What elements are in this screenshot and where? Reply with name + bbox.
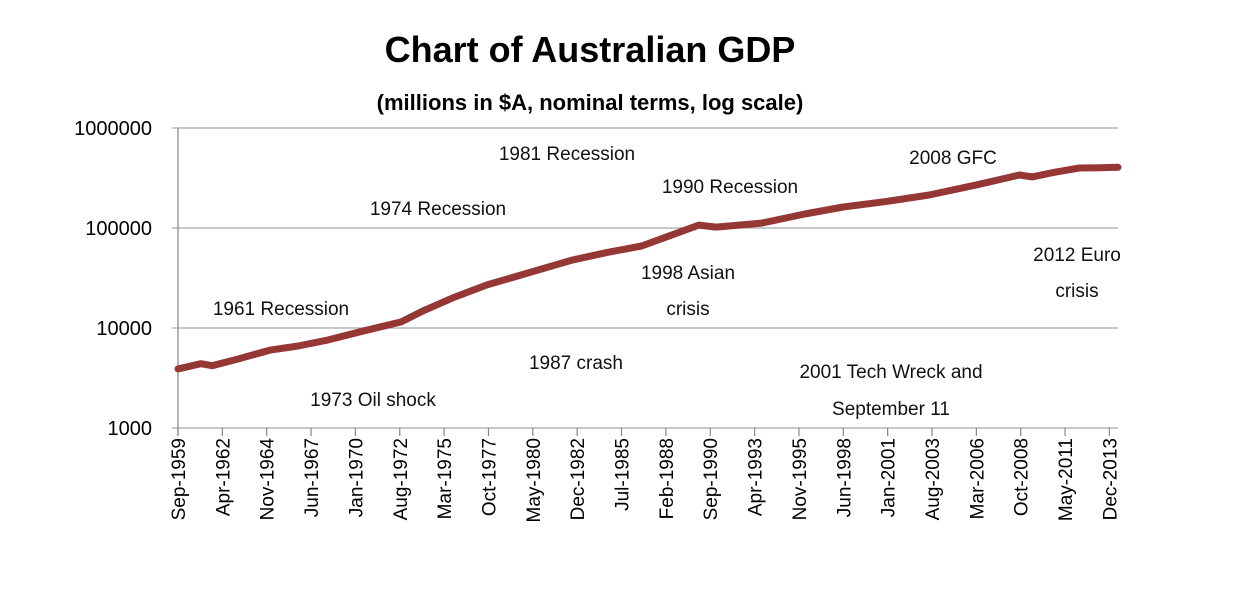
annotation-2008-gfc: 2008 GFC <box>909 148 997 169</box>
x-tick-label: Dec-1982 <box>568 438 589 520</box>
x-tick-label: Jun-1998 <box>834 438 855 517</box>
annotation-2001-tech-wreck: 2001 Tech Wreck and September 11 <box>799 362 982 420</box>
annotation-1987-crash: 1987 crash <box>529 353 623 374</box>
chart-title: Chart of Australian GDP <box>385 29 796 70</box>
x-tick-label: Jul-1985 <box>613 438 634 511</box>
x-axis-ticks: Sep-1959 Apr-1962 Nov-1964 Jun-1967 Jan-1970… <box>169 428 1121 523</box>
annotation-1974-recession: 1974 Recession <box>370 199 506 220</box>
x-tick-label: Apr-1962 <box>213 438 234 516</box>
x-tick-label: Aug-2003 <box>923 438 944 520</box>
annotation-1998-asian-crisis: 1998 Asian crisis <box>641 263 735 320</box>
annotations: 1981 Recession 1974 Recession 2008 GFC 1… <box>213 144 1121 420</box>
x-tick-label: Feb-1988 <box>657 438 678 519</box>
x-tick-label: May-2011 <box>1056 438 1077 521</box>
y-tick-label: 10000 <box>96 318 152 340</box>
x-tick-label: Mar-1975 <box>435 438 456 519</box>
annotation-2012-euro-crisis: 2012 Euro crisis <box>1033 245 1121 302</box>
x-tick-label: Oct-1977 <box>479 438 500 516</box>
x-tick-label: Jan-2001 <box>879 438 900 517</box>
y-tick-label: 100000 <box>85 218 152 240</box>
x-tick-label: Nov-1995 <box>790 438 811 520</box>
gdp-series-line <box>174 163 1122 373</box>
x-tick-label: Sep-1990 <box>701 438 722 520</box>
annotation-1990-recession: 1990 Recession <box>662 177 798 198</box>
x-tick-label: Oct-2008 <box>1012 438 1033 516</box>
chart-subtitle: (millions in $A, nominal terms, log scal… <box>377 90 804 115</box>
y-axis-ticks: 1000000 100000 10000 1000 <box>74 118 152 440</box>
y-tick-label: 1000000 <box>74 118 152 140</box>
x-tick-label: Nov-1964 <box>258 438 279 521</box>
x-tick-label: Aug-1972 <box>391 438 412 520</box>
x-tick-label: Mar-2006 <box>967 438 988 519</box>
x-tick-label: Sep-1959 <box>169 438 190 520</box>
x-tick-label: May-1980 <box>524 438 545 523</box>
gridlines <box>172 127 1118 436</box>
x-tick-label: Jun-1967 <box>302 438 323 517</box>
y-tick-label: 1000 <box>108 418 153 440</box>
annotation-1961-recession: 1961 Recession <box>213 299 349 320</box>
x-tick-label: Apr-1993 <box>746 438 767 516</box>
x-tick-label: Jan-1970 <box>346 438 367 517</box>
annotation-1981-recession: 1981 Recession <box>499 144 635 165</box>
x-tick-label: Dec-2013 <box>1100 438 1121 520</box>
annotation-1973-oil-shock: 1973 Oil shock <box>310 390 436 411</box>
